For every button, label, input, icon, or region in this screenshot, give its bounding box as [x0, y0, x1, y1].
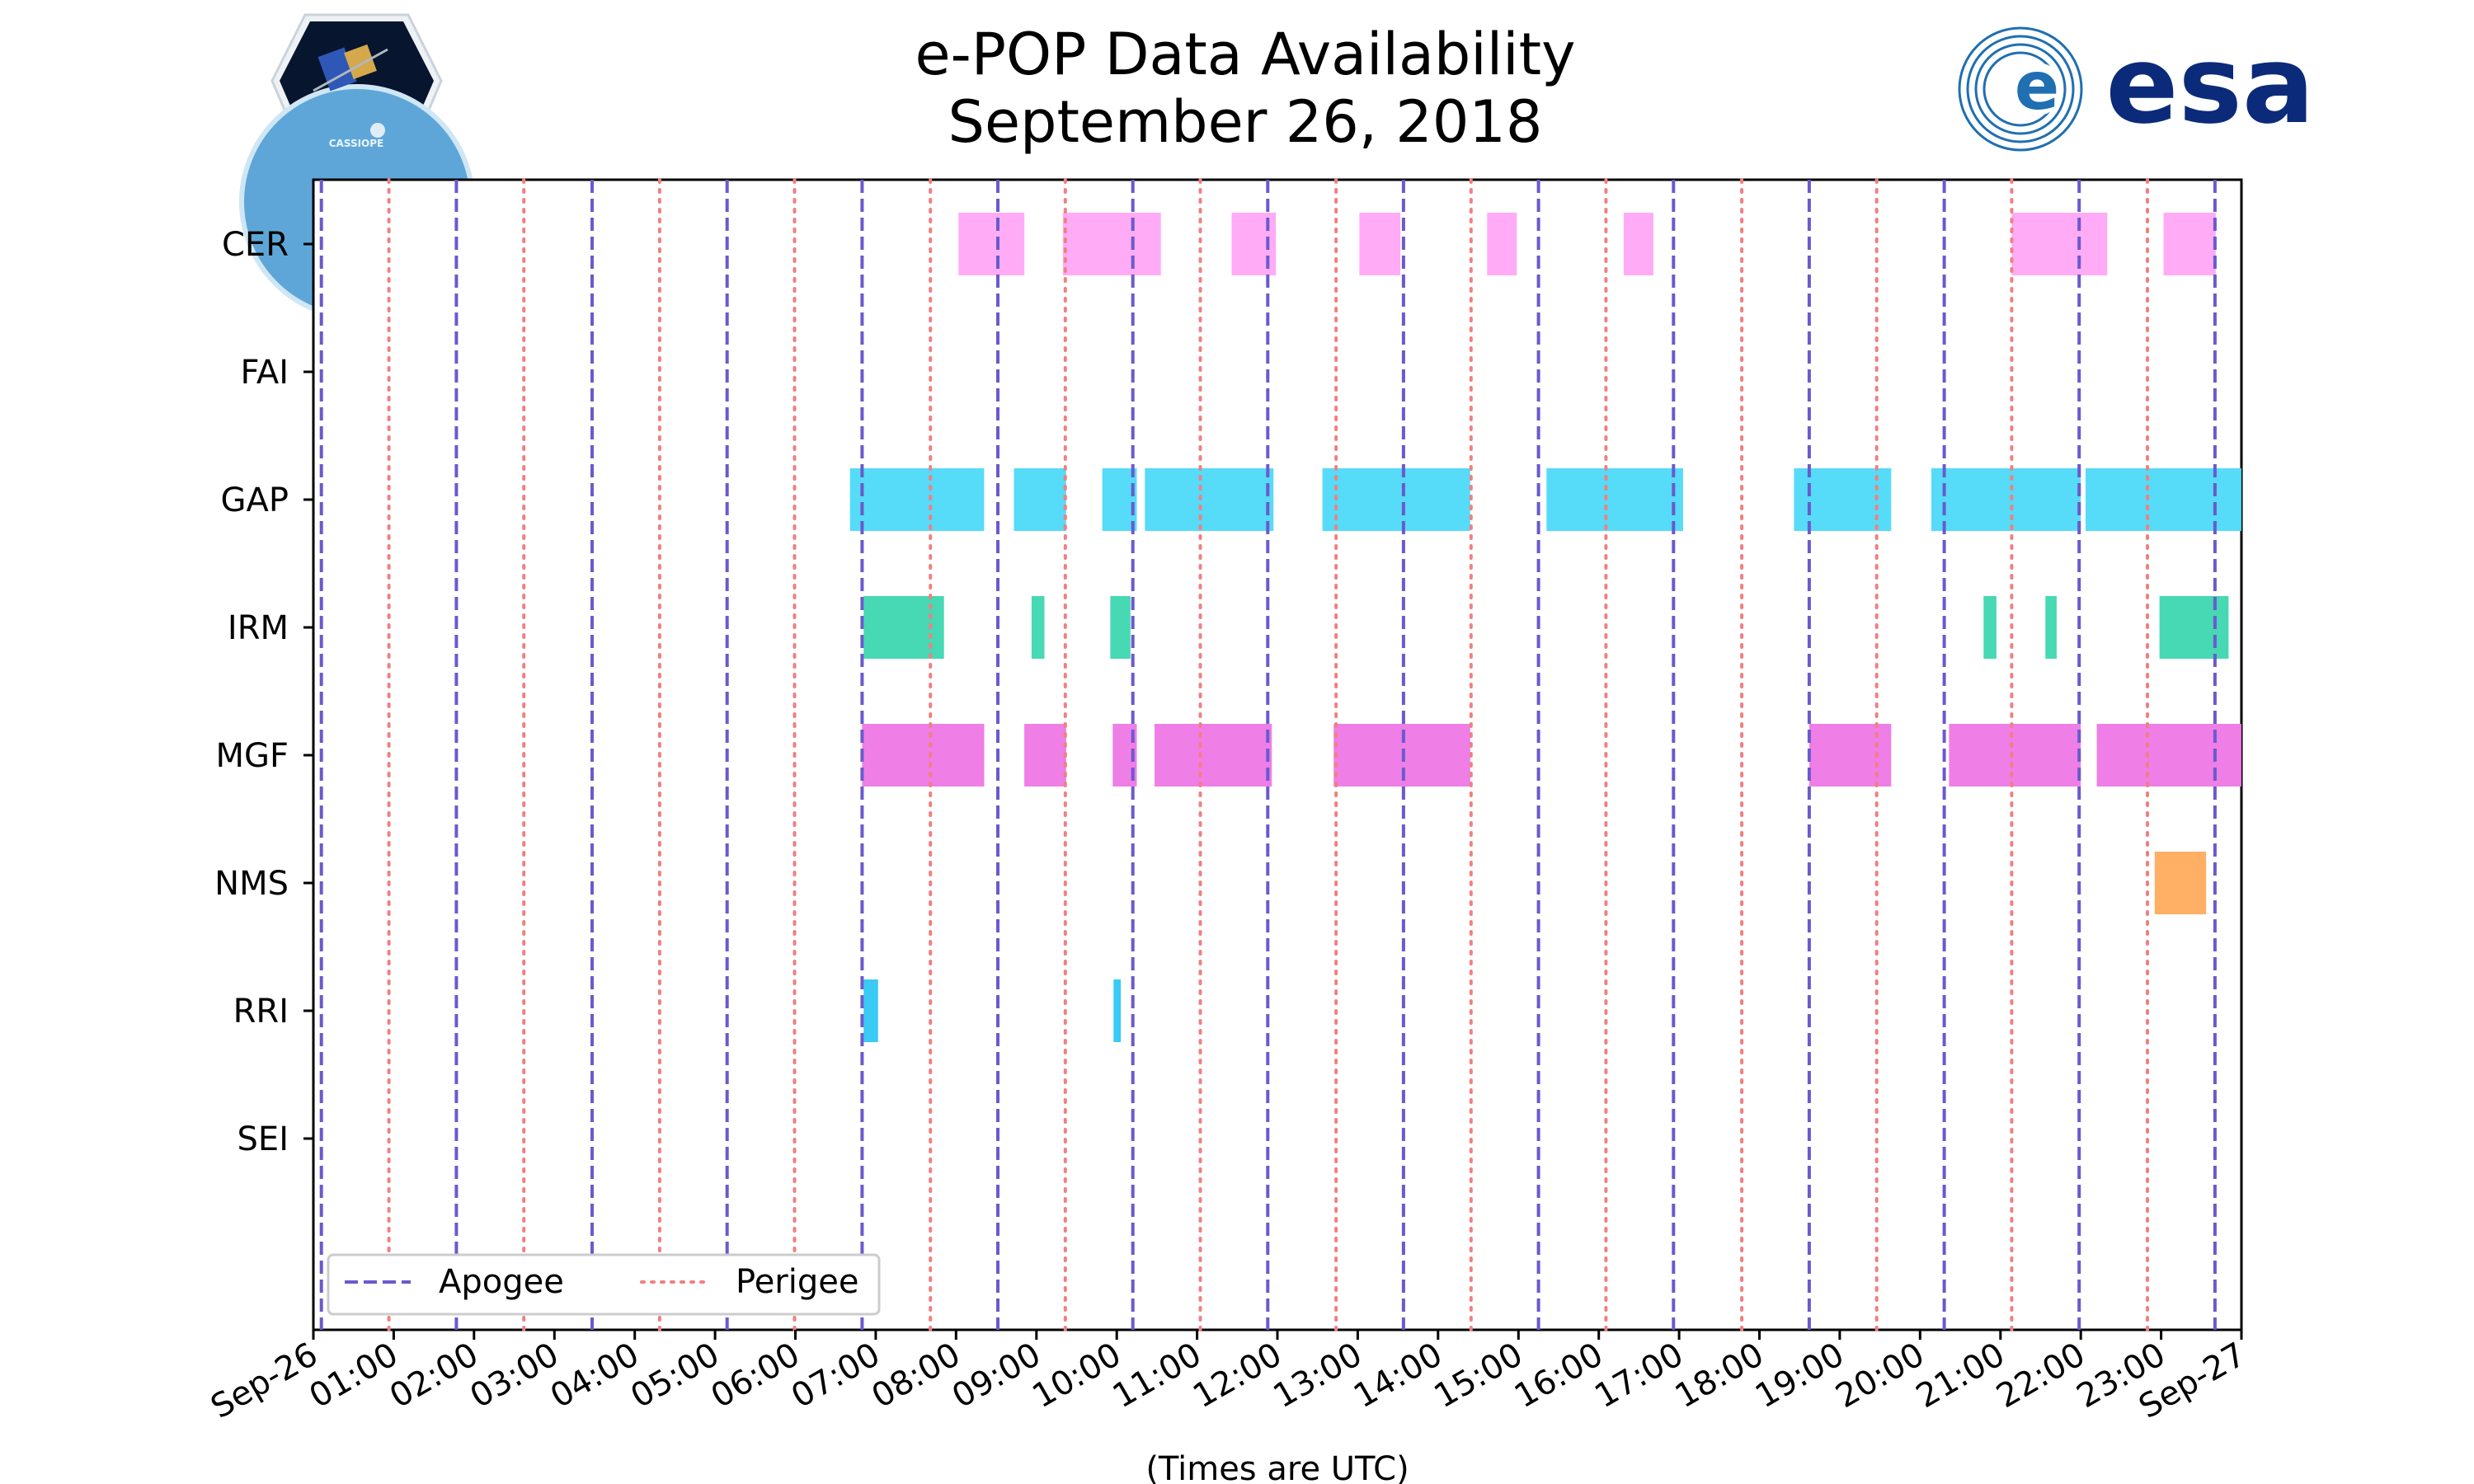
bar-mgf-7 — [2096, 724, 2241, 787]
chart-title-line2: September 26, 2018 — [948, 88, 1543, 156]
satellite-icon — [313, 44, 388, 92]
bar-gap-3 — [1145, 468, 1274, 531]
cassiope-logo-text: CASSIOPE — [329, 138, 384, 149]
y-tick-label-fai: FAI — [241, 354, 289, 392]
bar-gap-4 — [1322, 468, 1470, 531]
x-tick-label-6: 06:00 — [705, 1336, 807, 1416]
y-tick-label-rri: RRI — [233, 993, 289, 1031]
bar-rri-1 — [1113, 979, 1122, 1042]
legend-perigee-label: Perigee — [736, 1263, 858, 1301]
bar-cer-1 — [1062, 213, 1161, 275]
bar-gap-5 — [1546, 468, 1683, 531]
x-tick-label-3: 03:00 — [463, 1336, 565, 1416]
y-tick-label-mgf: MGF — [215, 737, 289, 775]
bar-irm-5 — [2159, 596, 2229, 659]
bar-mgf-3 — [1155, 724, 1272, 787]
plot-area — [312, 178, 2243, 1331]
bar-gap-0 — [849, 468, 985, 531]
bar-nms-0 — [2154, 852, 2207, 914]
esa-logo-text: esa — [2105, 22, 2314, 148]
x-tick-label-16: 16:00 — [1508, 1336, 1610, 1416]
bar-cer-4 — [1487, 213, 1517, 275]
bar-gap-8 — [2086, 468, 2241, 531]
esa-logo: e esa — [1958, 22, 2315, 152]
y-tick-label-cer: CER — [222, 226, 289, 264]
bar-irm-3 — [1983, 596, 1997, 659]
x-tick-label-2: 02:00 — [383, 1336, 485, 1416]
legend: Apogee Perigee — [327, 1253, 881, 1316]
legend-apogee-label: Apogee — [439, 1263, 564, 1301]
esa-swirl-icon: e — [1958, 26, 2083, 152]
y-tick-label-nms: NMS — [214, 865, 289, 903]
bar-mgf-5 — [1808, 724, 1892, 787]
bar-rri-0 — [863, 979, 878, 1042]
x-tick-label-5: 05:00 — [624, 1336, 726, 1416]
bar-gap-7 — [1931, 468, 2081, 531]
y-tick-label-gap: GAP — [221, 481, 289, 519]
x-tick-label-12: 12:00 — [1187, 1336, 1288, 1416]
bar-irm-4 — [2045, 596, 2057, 659]
x-tick-label-14: 14:00 — [1348, 1336, 1449, 1416]
x-tick-label-9: 09:00 — [946, 1336, 1047, 1416]
y-tick-label-sei: SEI — [238, 1120, 289, 1158]
x-tick-label-11: 11:00 — [1107, 1336, 1208, 1416]
bar-gap-1 — [1014, 468, 1066, 531]
x-axis: Sep-2601:0002:0003:0004:0005:0006:0007:0… — [205, 1330, 2252, 1426]
bar-gap-2 — [1102, 468, 1137, 531]
x-tick-label-8: 08:00 — [865, 1336, 967, 1416]
x-tick-label-1: 01:00 — [303, 1336, 405, 1416]
bar-cer-6 — [2011, 213, 2108, 275]
bar-mgf-6 — [1949, 724, 2081, 787]
x-tick-label-19: 19:00 — [1749, 1336, 1851, 1416]
y-axis: CER FAI GAP IRM MGF NMS RRI SEI — [214, 226, 313, 1158]
y-tick-label-irm: IRM — [228, 609, 289, 647]
chart-title-line1: e-POP Data Availability — [915, 21, 1575, 88]
bar-irm-2 — [1110, 596, 1131, 659]
x-tick-label-17: 17:00 — [1588, 1336, 1690, 1416]
x-tick-label-21: 21:00 — [1910, 1336, 2011, 1416]
x-tick-label-15: 15:00 — [1427, 1336, 1529, 1416]
x-tick-label-7: 07:00 — [785, 1336, 887, 1416]
bar-cer-3 — [1359, 213, 1401, 275]
bar-cer-0 — [958, 213, 1025, 275]
x-axis-label: (Times are UTC) — [1145, 1450, 1409, 1484]
svg-text:e: e — [2015, 48, 2059, 124]
x-tick-label-20: 20:00 — [1829, 1336, 1931, 1416]
orbit-lines-layer — [319, 178, 2217, 1331]
x-tick-label-10: 10:00 — [1026, 1336, 1127, 1416]
bar-irm-1 — [1031, 596, 1045, 659]
bar-cer-7 — [2163, 213, 2216, 275]
bar-mgf-0 — [862, 724, 985, 787]
x-tick-label-13: 13:00 — [1268, 1336, 1369, 1416]
x-tick-label-18: 18:00 — [1669, 1336, 1771, 1416]
x-tick-label-4: 04:00 — [544, 1336, 646, 1416]
bar-gap-6 — [1794, 468, 1892, 531]
bars-layer — [849, 213, 2241, 1042]
x-tick-label-22: 22:00 — [1990, 1336, 2091, 1416]
bar-mgf-1 — [1024, 724, 1066, 787]
bar-cer-5 — [1623, 213, 1653, 275]
